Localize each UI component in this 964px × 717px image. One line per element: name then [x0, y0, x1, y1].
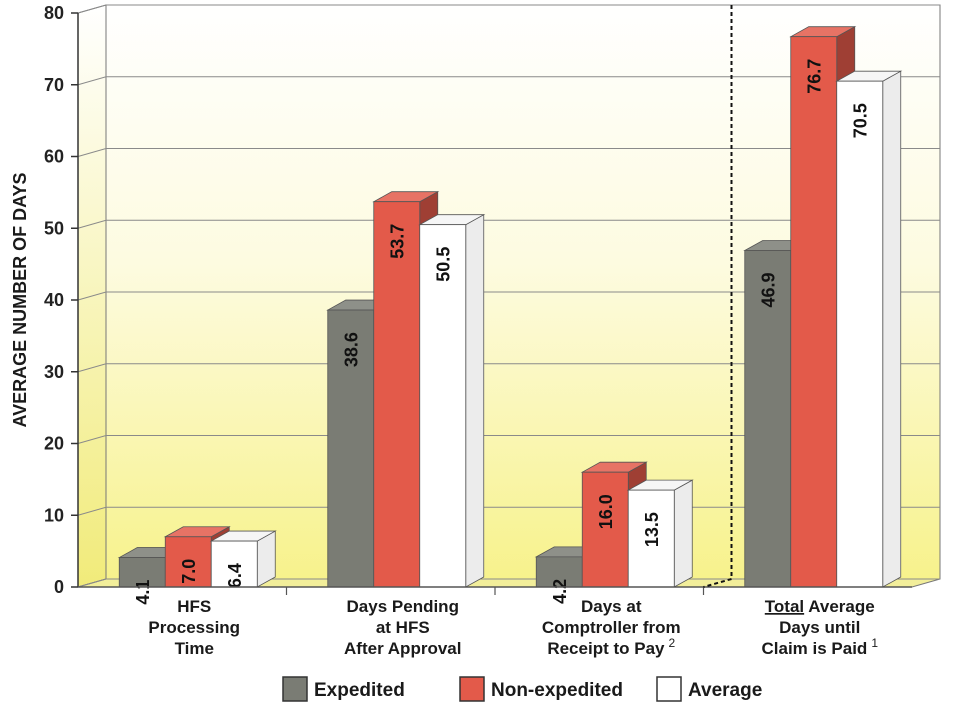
x-category-label: HFS: [177, 597, 211, 616]
bar-side: [465, 213, 485, 588]
y-tick-label: 10: [44, 505, 64, 525]
y-tick-label: 40: [44, 290, 64, 310]
legend-swatch: [459, 676, 485, 702]
bar: [836, 80, 884, 588]
x-category-label: Days at: [581, 597, 642, 616]
bar: [581, 471, 629, 588]
x-category-label: Days until: [779, 618, 860, 637]
x-category-label: Time: [175, 639, 214, 658]
data-label: 4.1: [133, 580, 153, 605]
bar: [373, 201, 421, 588]
bar: [419, 224, 467, 588]
x-category-label: Processing: [148, 618, 240, 637]
x-category-label: Receipt to Pay 2: [547, 636, 675, 658]
x-category-label: Comptroller from: [542, 618, 681, 637]
x-category-label: Total Average: [765, 597, 875, 616]
x-category-label: After Approval: [344, 639, 461, 658]
data-label: 70.5: [851, 103, 871, 138]
y-tick-label: 20: [44, 434, 64, 454]
x-category-label: Days Pending: [347, 597, 459, 616]
legend-label: Average: [688, 680, 762, 701]
bar-side: [882, 70, 902, 588]
bar: [744, 250, 792, 588]
data-label: 13.5: [642, 512, 662, 547]
y-tick-label: 50: [44, 218, 64, 238]
y-tick-label: 30: [44, 362, 64, 382]
bar: [627, 489, 675, 588]
gridline: [77, 219, 940, 229]
data-label: 76.7: [805, 59, 825, 94]
data-label: 38.6: [342, 332, 362, 367]
data-label: 7.0: [179, 559, 199, 584]
legend-label: Expedited: [314, 680, 405, 701]
gridline: [77, 363, 940, 373]
gridline: [77, 76, 940, 86]
data-label: 4.2: [550, 579, 570, 604]
legend-swatch: [282, 676, 308, 702]
bar-side: [673, 479, 693, 588]
legend-label: Non-expedited: [491, 680, 623, 701]
gridline: [77, 148, 940, 157]
y-tick-label: 60: [44, 147, 64, 167]
x-category-label: at HFS: [376, 618, 430, 637]
bar: [790, 36, 838, 588]
bar: [118, 557, 166, 588]
y-axis-title: AVERAGE NUMBER OF DAYS: [10, 172, 30, 427]
y-tick-label: 80: [44, 3, 64, 23]
gridline: [77, 291, 940, 301]
data-label: 16.0: [596, 494, 616, 529]
section-divider: [703, 5, 733, 588]
data-label: 6.4: [225, 563, 245, 588]
y-tick-label: 0: [54, 577, 64, 597]
bar: [327, 309, 375, 588]
legend-swatch: [656, 676, 682, 702]
data-label: 46.9: [759, 272, 779, 307]
x-category-label: Claim is Paid 1: [761, 636, 878, 658]
data-label: 50.5: [434, 247, 454, 282]
data-label: 53.7: [388, 224, 408, 259]
bar: [210, 540, 258, 588]
y-tick-label: 70: [44, 75, 64, 95]
gridline: [77, 4, 940, 14]
gridline: [77, 435, 940, 444]
